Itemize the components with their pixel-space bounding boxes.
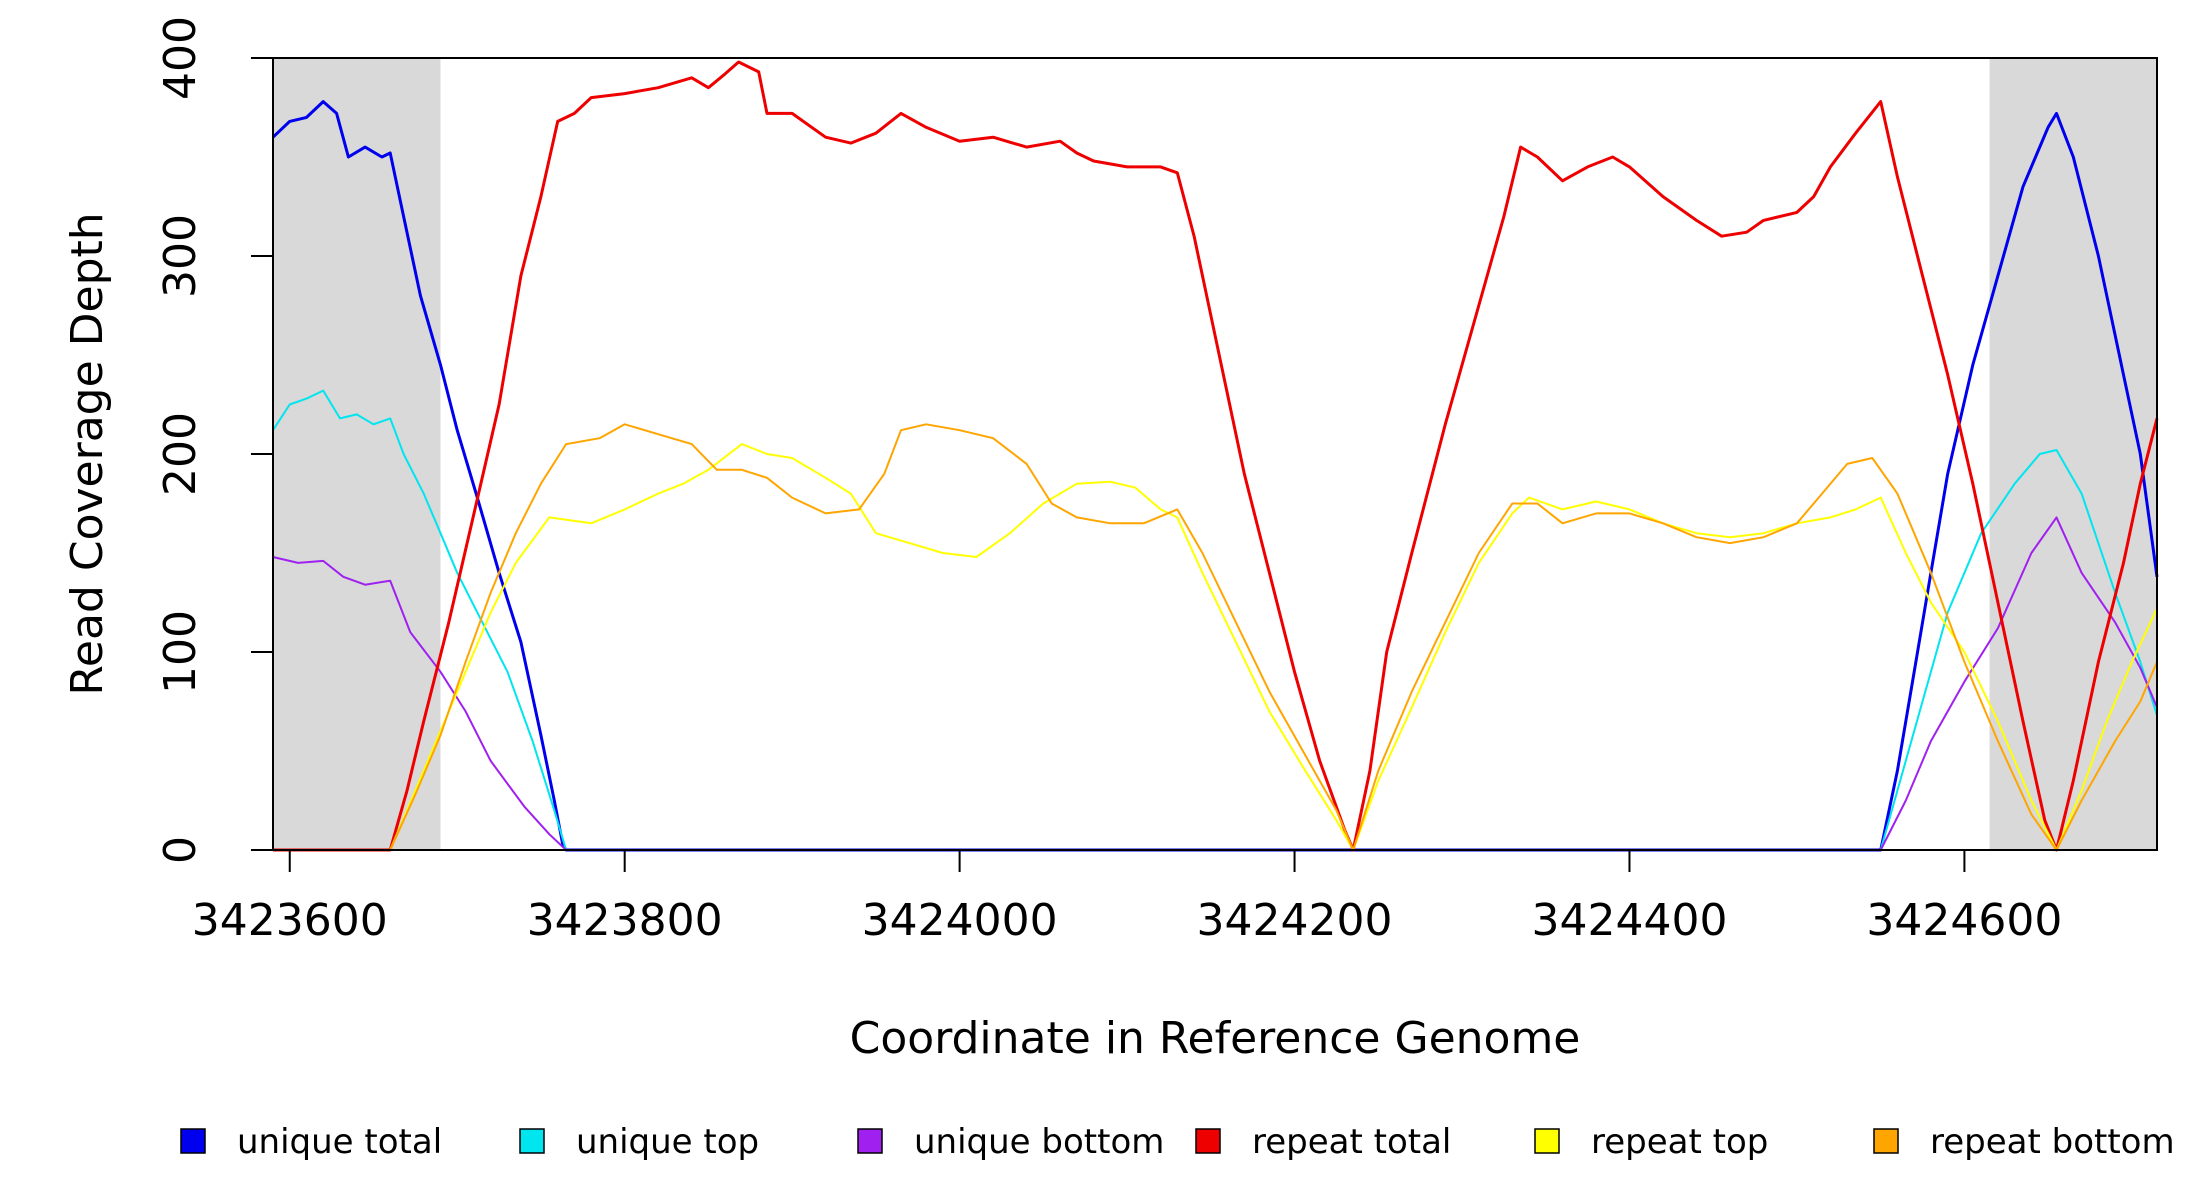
shaded-region-1 (273, 58, 441, 850)
legend-label: repeat bottom (1930, 1122, 2175, 1162)
legend-item-unique-total: unique total (180, 1122, 442, 1162)
legend-swatch (1195, 1128, 1221, 1154)
legend-label: repeat top (1591, 1122, 1768, 1162)
legend-item-repeat-total: repeat total (1195, 1122, 1451, 1162)
y-tick-label: 100 (155, 610, 206, 694)
legend-label: unique top (576, 1122, 759, 1162)
x-axis-title: Coordinate in Reference Genome (850, 1013, 1581, 1064)
legend-swatch (519, 1128, 545, 1154)
legend: unique total unique top unique bottom repea… (180, 1122, 2175, 1162)
series-line-repeat-bottom (273, 423, 2158, 851)
legend-swatch (857, 1128, 883, 1154)
series-line-repeat-top (273, 443, 2158, 851)
x-tick-label: 3424000 (862, 895, 1058, 946)
x-tick-label: 3424600 (1866, 895, 2062, 946)
x-tick-label: 3423600 (192, 895, 388, 946)
legend-item-unique-bottom: unique bottom (857, 1122, 1164, 1162)
y-tick-label: 300 (155, 214, 206, 298)
series-line-repeat-total (273, 60, 2159, 852)
legend-swatch (1873, 1128, 1899, 1154)
y-tick-label: 400 (155, 16, 206, 100)
legend-swatch (180, 1128, 206, 1154)
y-axis-title: Read Coverage Depth (62, 212, 113, 695)
legend-item-repeat-top: repeat top (1534, 1122, 1768, 1162)
y-axis: 0 100 200 300 400 (155, 16, 274, 864)
x-tick-label: 3424200 (1197, 895, 1393, 946)
plot-frame (272, 57, 2158, 851)
series-lines (271, 60, 2159, 852)
x-tick-label: 3424400 (1531, 895, 1727, 946)
shaded-regions (273, 58, 2157, 850)
x-axis: 3423600 3423800 3424000 3424200 3424400 34246… (192, 849, 2062, 946)
series-line-unique-total (271, 100, 2159, 852)
legend-item-repeat-bottom: repeat bottom (1873, 1122, 2175, 1162)
legend-label: unique bottom (914, 1122, 1164, 1162)
x-tick-label: 3423800 (527, 895, 723, 946)
y-tick-label: 0 (155, 836, 206, 864)
y-tick-label: 200 (155, 412, 206, 496)
legend-label: repeat total (1252, 1122, 1451, 1162)
shaded-region-2 (1989, 58, 2157, 850)
legend-item-unique-top: unique top (519, 1122, 759, 1162)
series-line-unique-bottom (272, 516, 2158, 851)
legend-swatch (1534, 1128, 1560, 1154)
series-line-unique-top (272, 389, 2158, 851)
legend-label: unique total (237, 1122, 442, 1162)
